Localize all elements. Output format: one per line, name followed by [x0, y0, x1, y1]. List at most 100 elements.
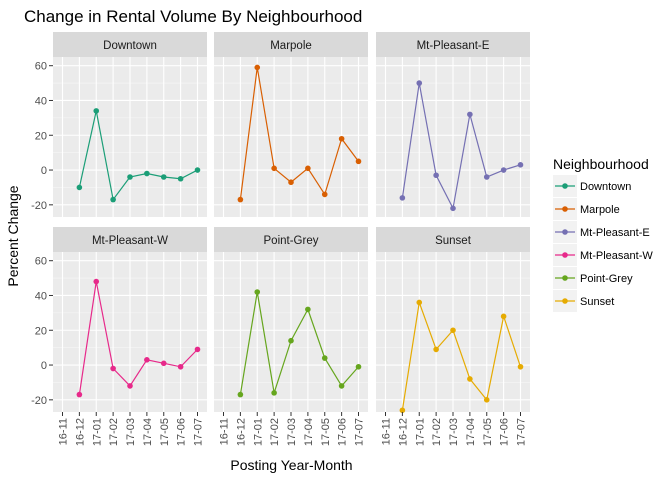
y-tick-label: 40	[35, 290, 47, 302]
data-point	[288, 179, 294, 186]
facet-strip-label: Downtown	[103, 40, 157, 52]
data-point	[338, 135, 345, 142]
data-point	[483, 397, 490, 403]
data-point	[237, 196, 244, 203]
x-tick-label: 16-12	[397, 418, 409, 446]
x-tick-label: 17-04	[303, 418, 315, 446]
y-tick-label: 20	[35, 130, 47, 142]
data-point	[194, 167, 201, 173]
x-tick-label: 17-01	[91, 418, 103, 446]
y-tick-label: 0	[41, 360, 47, 372]
facet-strip-label: Sunset	[435, 235, 472, 247]
facet-strip	[214, 32, 368, 57]
data-point	[338, 383, 345, 389]
data-point	[483, 174, 490, 180]
data-point	[355, 363, 362, 370]
data-point	[254, 64, 261, 71]
data-point	[177, 175, 184, 182]
x-tick-label: 16-11	[219, 418, 231, 445]
series-line	[239, 291, 359, 395]
data-point	[416, 80, 423, 86]
x-tick-label: 17-03	[125, 418, 137, 446]
x-tick-label: 17-03	[448, 418, 460, 446]
x-tick-label: 16-12	[74, 418, 86, 446]
legend-title: Neighbourhood	[553, 156, 649, 172]
x-tick-label: 17-02	[269, 418, 281, 446]
legend-item-label: Mt-Pleasant-E	[580, 227, 650, 239]
data-point	[76, 391, 83, 398]
series-line	[239, 67, 359, 200]
data-point	[144, 357, 150, 363]
x-tick-label: 16-12	[235, 418, 247, 446]
x-tick-label: 17-06	[499, 418, 511, 446]
facet-strip	[53, 227, 207, 252]
x-tick-label: 17-03	[286, 418, 298, 446]
data-point	[76, 184, 83, 191]
data-point	[399, 407, 406, 414]
x-tick-label: 17-01	[414, 418, 426, 446]
data-point	[433, 346, 439, 353]
legend-item-label: Point-Grey	[580, 273, 633, 285]
series-line	[401, 82, 521, 211]
y-tick-label: 60	[35, 61, 47, 73]
data-point	[399, 195, 406, 201]
y-tick-label: 60	[35, 256, 47, 268]
y-tick-label: -20	[31, 395, 47, 407]
facet-strip-label: Mt-Pleasant-W	[92, 235, 168, 247]
data-point	[450, 327, 456, 334]
data-point	[321, 355, 328, 361]
data-point	[93, 108, 100, 114]
x-tick-label: 17-07	[193, 418, 205, 446]
x-tick-label: 17-06	[337, 418, 349, 446]
legend-key-point	[562, 275, 568, 281]
series-line	[401, 302, 522, 411]
x-tick-label: 17-07	[354, 418, 366, 446]
data-point	[177, 363, 184, 370]
x-tick-label: 17-04	[465, 418, 477, 446]
data-point	[288, 337, 294, 344]
data-point	[467, 376, 473, 382]
data-point	[271, 390, 277, 396]
data-point	[93, 278, 100, 285]
data-point	[127, 383, 133, 389]
legend-item-label: Downtown	[580, 181, 631, 193]
data-point	[467, 111, 473, 118]
legend-key-point	[562, 183, 568, 189]
legend-key-point	[562, 298, 568, 304]
data-point	[127, 174, 133, 180]
x-tick-label: 17-02	[108, 418, 120, 446]
x-tick-label: 17-01	[252, 418, 264, 446]
data-point	[500, 167, 507, 173]
data-point	[321, 191, 328, 198]
data-point	[110, 196, 116, 203]
y-axis-title: Percent Change	[5, 185, 21, 286]
x-tick-label: 17-06	[176, 418, 188, 446]
y-tick-label: 0	[41, 165, 47, 177]
x-tick-label: 17-05	[320, 418, 332, 446]
facet-strip-label: Point-Grey	[264, 235, 319, 247]
x-axis-title: Posting Year-Month	[230, 457, 352, 473]
x-tick-label: 16-11	[58, 418, 70, 445]
legend-item-label: Mt-Pleasant-W	[580, 250, 653, 262]
y-tick-label: -20	[31, 200, 47, 212]
data-point	[450, 205, 456, 212]
data-point	[237, 391, 244, 398]
chart-title: Change in Rental Volume By Neighbourhood	[24, 7, 362, 26]
data-point	[160, 174, 167, 180]
facet-strip	[376, 32, 530, 57]
y-tick-label: 20	[35, 325, 47, 337]
data-point	[160, 360, 167, 367]
facet-strip	[214, 227, 368, 252]
data-point	[517, 162, 524, 168]
y-tick-label: 40	[35, 95, 47, 107]
facet-strip	[53, 32, 207, 57]
data-point	[254, 289, 261, 295]
data-point	[110, 365, 116, 372]
x-tick-label: 17-05	[159, 418, 171, 446]
series-line	[78, 281, 198, 395]
facet-strip	[376, 227, 530, 252]
x-tick-label: 17-07	[516, 418, 528, 446]
data-point	[271, 165, 277, 172]
